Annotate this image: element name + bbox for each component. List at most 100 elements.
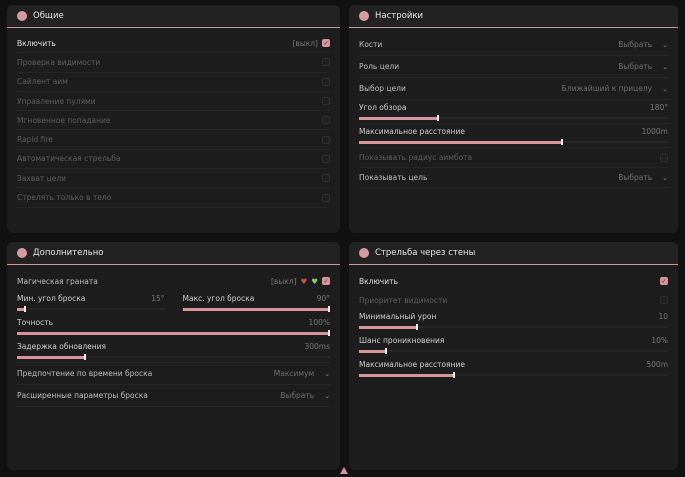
checkbox[interactable] (322, 193, 330, 202)
label: Rapid fire (17, 135, 53, 145)
general-item[interactable]: Автоматическая стрельба (17, 150, 330, 170)
show-radius-toggle[interactable]: Показывать радиус аимбота (359, 148, 668, 168)
general-item[interactable]: Стрелять только в тело (17, 188, 330, 208)
chevron-down-icon: ⌄ (662, 173, 668, 182)
state-text: [выкл] (292, 38, 318, 48)
min-angle-slider[interactable]: Мин. угол броска 15° (17, 291, 165, 315)
label: Расширенные параметры броска (17, 391, 148, 400)
checkbox[interactable] (660, 296, 668, 304)
slider-handle[interactable] (328, 330, 330, 336)
checkbox[interactable]: ✓ (322, 39, 330, 48)
target-role-dropdown[interactable]: Роль цели Выбрать ⌄ (359, 56, 668, 78)
value: Выбрать (618, 62, 653, 71)
user-group-icon (17, 11, 27, 21)
label: Управление пулями (17, 96, 96, 106)
label: Включить (17, 38, 56, 48)
value: 10 (658, 312, 668, 321)
label: Приоритет видимости (359, 295, 448, 305)
wallbang-panel: Стрельба через стены Включить ✓ Приоритет… (349, 242, 678, 470)
general-list: Включить [выкл] ✓ Проверка видимости Сайлент… (7, 28, 340, 208)
target-select-dropdown[interactable]: Выбор цели Ближайший к прицелу ⌄ (359, 78, 668, 100)
general-item[interactable]: Мгновенное попадание (17, 111, 330, 131)
value: 10% (651, 336, 668, 345)
panel-header: Настройки (349, 5, 678, 28)
general-item[interactable]: Включить [выкл] ✓ (17, 34, 330, 54)
general-item[interactable]: Управление пулями (17, 92, 330, 112)
state-text: [выкл] (271, 276, 297, 286)
resize-handle[interactable] (340, 467, 348, 474)
slider-handle[interactable] (415, 324, 418, 330)
general-panel: Общие Включить [выкл] ✓ Проверка видимости С… (7, 5, 340, 233)
panel-header: Дополнительно (7, 242, 340, 265)
value: Ближайший к прицелу (561, 84, 653, 93)
checkbox[interactable]: ✓ (322, 277, 330, 285)
label: Включить (359, 276, 398, 286)
label: Стрелять только в тело (17, 193, 112, 203)
general-item[interactable]: Захват цели (17, 169, 330, 189)
chevron-down-icon: ⌄ (662, 40, 668, 49)
visibility-priority-toggle[interactable]: Приоритет видимости (359, 291, 668, 309)
checkbox[interactable] (322, 116, 330, 125)
show-target-dropdown[interactable]: Показывать цель Выбрать ⌄ (359, 168, 668, 188)
slider-handle[interactable] (328, 306, 330, 312)
checkbox[interactable]: ✓ (660, 277, 668, 285)
value: Выбрать (618, 40, 653, 49)
fov-slider[interactable]: Угол обзора 180° (359, 100, 668, 124)
slider-handle[interactable] (23, 306, 26, 312)
slider-handle[interactable] (83, 354, 86, 360)
label: Магическая граната (17, 276, 98, 286)
user-group-icon (17, 248, 27, 258)
value: 500m (646, 360, 668, 369)
label: Минимальный урон (359, 312, 437, 321)
general-item[interactable]: Rapid fire (17, 130, 330, 150)
value: 100% (308, 318, 330, 327)
throw-params-dropdown[interactable]: Расширенные параметры броска Выбрать ⌄ (17, 385, 330, 407)
slider-handle[interactable] (560, 139, 563, 145)
label: Шанс проникновения (359, 336, 445, 345)
label: Показывать радиус аимбота (359, 153, 473, 162)
panel-title: Стрельба через стены (375, 248, 476, 258)
label: Задержка обновления (17, 342, 107, 351)
accuracy-slider[interactable]: Точность 100% (17, 315, 330, 339)
slider-handle[interactable] (384, 348, 387, 354)
flower-icon (359, 248, 369, 258)
slider-handle[interactable] (452, 372, 455, 378)
chevron-down-icon: ⌄ (324, 369, 330, 378)
value: 180° (649, 103, 668, 112)
label: Сайлент аим (17, 77, 68, 87)
update-delay-slider[interactable]: Задержка обновления 300ms (17, 339, 330, 363)
checkbox[interactable] (322, 77, 330, 86)
wallbang-enable-toggle[interactable]: Включить ✓ (359, 271, 668, 291)
label: Максимальное расстояние (359, 127, 466, 136)
heart-icon[interactable]: ♥ (300, 276, 308, 286)
chevron-down-icon: ⌄ (662, 84, 668, 93)
label: Мгновенное попадание (17, 115, 111, 125)
general-item[interactable]: Проверка видимости (17, 53, 330, 73)
chevron-down-icon: ⌄ (324, 391, 330, 400)
checkbox[interactable] (322, 174, 330, 183)
settings-panel: Настройки Кости Выбрать ⌄ Роль цели Выбрать… (349, 5, 678, 233)
checkbox[interactable] (322, 58, 330, 67)
max-distance-slider[interactable]: Максимальное расстояние 1000m (359, 124, 668, 148)
checkbox[interactable] (660, 153, 668, 162)
label: Макс. угол броска (182, 294, 255, 303)
value: Выбрать (618, 173, 653, 182)
checkbox[interactable] (322, 154, 330, 163)
max-angle-slider[interactable]: Макс. угол броска 90° (182, 291, 330, 315)
bones-dropdown[interactable]: Кости Выбрать ⌄ (359, 34, 668, 56)
value: 300ms (304, 342, 330, 351)
penetration-slider[interactable]: Шанс проникновения 10% (359, 333, 668, 357)
magic-grenade-toggle[interactable]: Магическая граната [выкл] ♥ ♥ ✓ (17, 271, 330, 291)
general-item[interactable]: Сайлент аим (17, 73, 330, 92)
label: Максимальное расстояние (359, 360, 466, 369)
slider-handle[interactable] (437, 115, 440, 121)
checkbox[interactable] (322, 97, 330, 106)
label: Точность (17, 318, 54, 327)
wallbang-max-distance-slider[interactable]: Максимальное расстояние 500m (359, 357, 668, 381)
label: Автоматическая стрельба (17, 154, 121, 164)
throw-time-dropdown[interactable]: Предпочтение по времени броска Максимум ⌄ (17, 363, 330, 385)
panel-title: Общие (33, 11, 64, 21)
heart-icon[interactable]: ♥ (311, 276, 318, 286)
checkbox[interactable] (322, 135, 330, 144)
min-damage-slider[interactable]: Минимальный урон 10 (359, 309, 668, 333)
